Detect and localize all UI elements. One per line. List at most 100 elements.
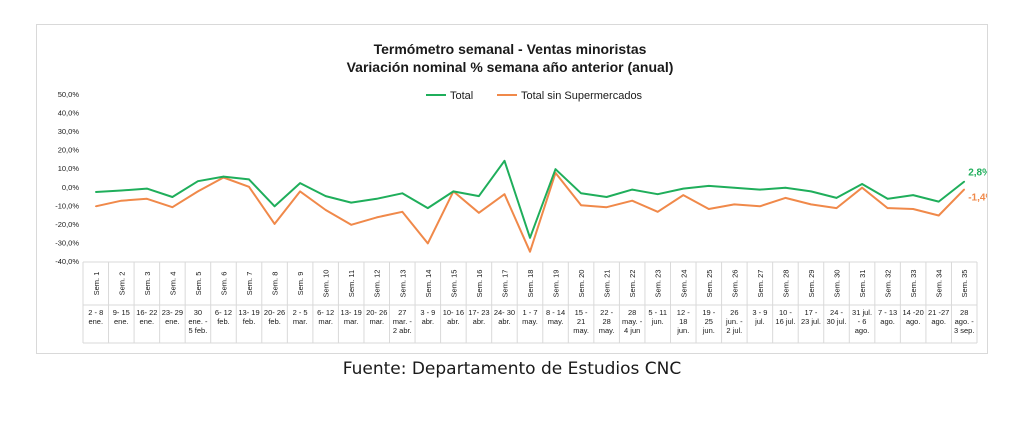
data-point-total xyxy=(912,194,914,196)
date-label: 13- 19 mar. xyxy=(341,308,362,326)
date-label-line: 3 - 9 xyxy=(420,308,435,317)
date-label: 8 - 14 may. xyxy=(546,308,565,326)
date-label-line: 2 - 8 xyxy=(88,308,103,317)
date-label-line: jul. xyxy=(754,317,765,326)
data-point-total xyxy=(682,187,685,190)
data-point-total xyxy=(120,189,123,192)
week-label: Sem. 16 xyxy=(475,270,484,298)
date-label: 24- 30 abr. xyxy=(494,308,515,326)
week-label: Sem. 13 xyxy=(398,270,407,298)
date-label-line: 18 xyxy=(679,317,687,326)
data-point-total xyxy=(937,200,940,203)
date-label-line: 17- 23 xyxy=(468,308,489,317)
date-label-line: 7 - 13 xyxy=(878,308,897,317)
date-label-line: jun. xyxy=(676,326,689,335)
week-label: Sem. 8 xyxy=(271,272,280,296)
date-label-line: jun. - xyxy=(725,317,743,326)
week-label: Sem. 15 xyxy=(449,270,458,298)
date-label: 28 may. -4 jun xyxy=(622,308,643,335)
data-point-sin_super xyxy=(605,206,608,208)
data-point-total xyxy=(171,196,174,198)
y-tick-label: 30,0% xyxy=(58,127,80,136)
week-label: Sem. 1 xyxy=(92,272,101,296)
date-label-line: 3 sep. xyxy=(954,326,974,335)
data-point-sin_super xyxy=(248,185,250,188)
end-value-label-sin_super: -1,4% xyxy=(968,192,987,203)
date-label-line: 8 - 14 xyxy=(546,308,565,317)
data-point-sin_super xyxy=(120,199,123,202)
date-label-line: 1 - 7 xyxy=(522,308,537,317)
week-label: Sem. 29 xyxy=(807,270,816,298)
data-point-total xyxy=(861,183,863,185)
date-label-line: 2 abr. xyxy=(393,326,412,335)
date-label: 12 -18 jun. xyxy=(676,308,690,335)
date-label: 1 - 7 may. xyxy=(522,308,538,326)
date-label-line: mar. xyxy=(369,317,384,326)
data-point-sin_super xyxy=(324,209,327,211)
data-point-sin_super xyxy=(580,204,582,207)
date-label: 22 -28 may. xyxy=(599,308,615,335)
date-label-line: ago. - xyxy=(955,317,975,326)
date-label: 9- 15 ene. xyxy=(113,308,130,326)
data-point-total xyxy=(299,182,301,184)
week-label: Sem. 19 xyxy=(552,270,561,298)
date-label-line: 2 - 5 xyxy=(293,308,308,317)
week-label: Sem. 9 xyxy=(296,272,305,296)
data-point-total xyxy=(835,197,838,199)
series-line-total xyxy=(95,159,965,239)
date-label-line: 6- 12 xyxy=(317,308,334,317)
data-point-sin_super xyxy=(427,242,429,245)
data-point-sin_super xyxy=(886,207,889,209)
date-label-line: - 6 xyxy=(858,317,867,326)
date-label-line: 27 xyxy=(398,308,406,317)
data-point-total xyxy=(784,186,787,189)
date-label: 28 ago. -3 sep. xyxy=(954,308,974,335)
y-tick-label: 50,0% xyxy=(58,90,80,99)
week-label: Sem. 27 xyxy=(756,270,765,298)
date-label-line: mar. xyxy=(318,317,333,326)
week-label: Sem. 11 xyxy=(347,270,356,297)
data-point-sin_super xyxy=(682,194,685,196)
date-label: 20- 26 mar. xyxy=(366,308,387,326)
data-point-total xyxy=(708,185,710,187)
week-label: Sem. 12 xyxy=(373,270,382,298)
date-label-line: abr. xyxy=(498,317,511,326)
date-label-line: 13- 19 xyxy=(238,308,259,317)
date-label-line: 15 - xyxy=(575,308,588,317)
data-point-sin_super xyxy=(146,198,148,200)
date-label-line: may. xyxy=(548,317,564,326)
data-point-sin_super xyxy=(529,250,531,253)
data-point-sin_super xyxy=(759,205,761,208)
data-point-total xyxy=(452,190,455,193)
date-label: 2 - 8 ene. xyxy=(88,308,103,326)
date-label-line: 28 xyxy=(960,308,968,317)
chart-frame: Termómetro semanal - Ventas minoristas V… xyxy=(36,24,988,354)
date-label-line: ene. xyxy=(140,317,155,326)
week-label: Sem. 31 xyxy=(858,270,867,298)
date-label-line: 30 xyxy=(194,308,202,317)
week-label: Sem. 3 xyxy=(143,272,152,296)
date-label-line: 20- 26 xyxy=(366,308,387,317)
date-label-line: 4 jun xyxy=(624,326,640,335)
data-point-total xyxy=(478,195,480,197)
data-point-total xyxy=(733,186,736,189)
data-point-total xyxy=(886,198,889,200)
date-label-line: feb. xyxy=(243,317,256,326)
date-label: 27 mar. -2 abr. xyxy=(393,308,413,335)
data-point-total xyxy=(631,188,633,191)
date-label-line: abr. xyxy=(422,317,435,326)
data-point-total xyxy=(222,175,225,178)
date-label: 26 jun. -2 jul. xyxy=(725,308,743,335)
date-label-line: ene. xyxy=(88,317,103,326)
week-label: Sem. 30 xyxy=(833,270,842,298)
week-label: Sem. 10 xyxy=(322,270,331,298)
data-point-total xyxy=(963,180,966,183)
data-point-sin_super xyxy=(350,224,353,226)
date-label: 6- 12 feb. xyxy=(215,308,232,326)
y-tick-label: -30,0% xyxy=(55,238,79,247)
data-point-sin_super xyxy=(197,190,199,193)
week-label: Sem. 5 xyxy=(194,272,203,296)
data-point-sin_super xyxy=(733,203,736,206)
date-label-line: 13- 19 xyxy=(341,308,362,317)
week-label: Sem. 18 xyxy=(526,270,535,298)
